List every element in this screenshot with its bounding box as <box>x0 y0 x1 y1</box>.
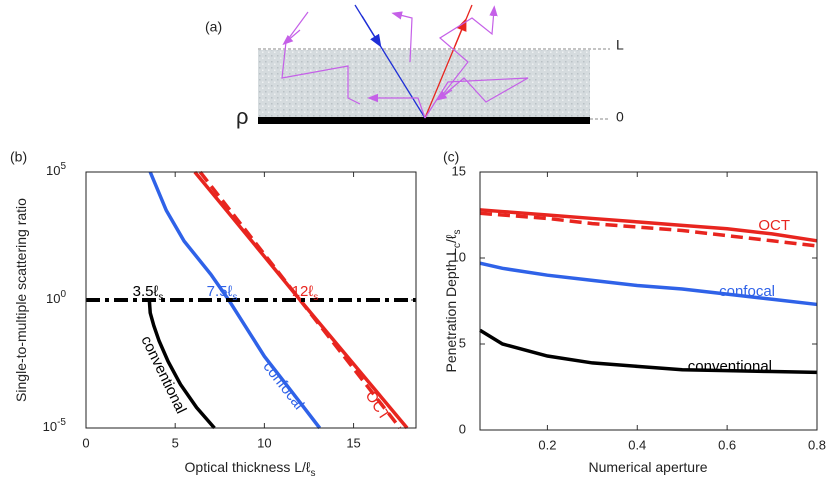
x-tick-label: 5 <box>172 435 179 450</box>
x-axis-label: Numerical aperture <box>588 459 707 475</box>
x-tick-label: 0.4 <box>628 437 646 452</box>
series-label: OCT <box>362 388 394 424</box>
scatter-path <box>438 5 498 99</box>
scatter-path <box>367 93 426 119</box>
series-line <box>148 171 322 430</box>
series-line <box>479 261 818 307</box>
y-tick-label: 100 <box>46 289 66 307</box>
series-line <box>479 328 818 375</box>
y-axis-label-sub: c <box>452 243 463 248</box>
plot-frame <box>85 171 417 429</box>
reflector <box>258 117 590 124</box>
y-axis-label: Penetration Depth Lc/ℓs <box>443 230 463 373</box>
panel-label: (a) <box>205 19 222 35</box>
series-label: conventional <box>688 358 772 375</box>
x-axis-label-sub: s <box>310 468 315 479</box>
y-axis-label-part: Penetration Depth L <box>443 248 459 373</box>
y-tick-base: 10 <box>46 163 60 178</box>
x-tick-label: 0.2 <box>538 437 556 452</box>
series-line <box>198 170 402 430</box>
y-tick-exponent: 5 <box>60 161 66 172</box>
annotation-sub: s <box>158 292 163 303</box>
annotation-sub: s <box>313 292 318 303</box>
x-axis-label: Optical thickness L/ℓs <box>185 459 316 479</box>
x-tick-label: 0.6 <box>718 437 736 452</box>
y-tick-label: 105 <box>46 161 66 179</box>
scatter-arrow <box>282 29 301 46</box>
annotation-sub: s <box>232 292 237 303</box>
y-tick-label: 15 <box>452 163 466 178</box>
series-label: OCT <box>758 217 790 234</box>
series-label: conventional <box>137 333 189 416</box>
y-axis-label-part: /ℓ <box>443 234 459 243</box>
top-label: L <box>616 37 624 53</box>
y-axis-label-part: Single-to-multiple scattering ratio <box>13 198 29 402</box>
scatter-arrow <box>436 89 453 101</box>
series-line <box>479 208 818 243</box>
panel-label: (c) <box>443 149 459 165</box>
reflector-label: ρ <box>236 104 249 129</box>
y-tick-label: 10-5 <box>43 417 67 435</box>
annotation: 3.5ℓs <box>133 283 164 303</box>
annotation: 12ℓs <box>292 283 319 303</box>
y-axis-label: Single-to-multiple scattering ratio <box>13 198 29 402</box>
y-tick-exponent: -5 <box>57 417 66 428</box>
y-tick-base: 10 <box>46 291 60 306</box>
x-axis-label-part: Optical thickness L/ℓ <box>185 459 311 475</box>
annotation-text: 3.5ℓ <box>133 283 159 300</box>
x-tick-label: 0 <box>82 435 89 450</box>
series-line <box>193 170 409 430</box>
annotation-text: 7.5ℓ <box>207 283 233 300</box>
y-tick-label: 10 <box>452 249 466 264</box>
series-label: confocal <box>719 283 775 300</box>
series-label: confocal <box>260 358 308 412</box>
x-tick-label: 10 <box>257 435 271 450</box>
reflected-arrow <box>454 17 467 47</box>
incident-arrow <box>361 15 382 48</box>
y-tick-label: 0 <box>459 421 466 436</box>
series-line <box>479 211 818 248</box>
panel-label: (b) <box>10 149 27 165</box>
y-tick-exponent: 0 <box>60 289 66 300</box>
x-axis-label-part: Numerical aperture <box>588 459 707 475</box>
scatter-path <box>391 11 413 63</box>
x-tick-label: 0.8 <box>808 437 826 452</box>
series-line <box>147 299 216 430</box>
bottom-label: 0 <box>616 109 624 125</box>
y-tick-label: 5 <box>459 335 466 350</box>
scatter-path <box>424 77 529 119</box>
annotation-text: 12ℓ <box>292 283 314 300</box>
annotation: 7.5ℓs <box>207 283 238 303</box>
y-axis-label-sub: s <box>452 230 463 235</box>
y-tick-base: 10 <box>43 419 57 434</box>
x-tick-label: 15 <box>346 435 360 450</box>
medium <box>258 50 590 118</box>
plot-frame <box>479 171 818 431</box>
diagram: (a) L 0 ρ <box>205 4 624 129</box>
